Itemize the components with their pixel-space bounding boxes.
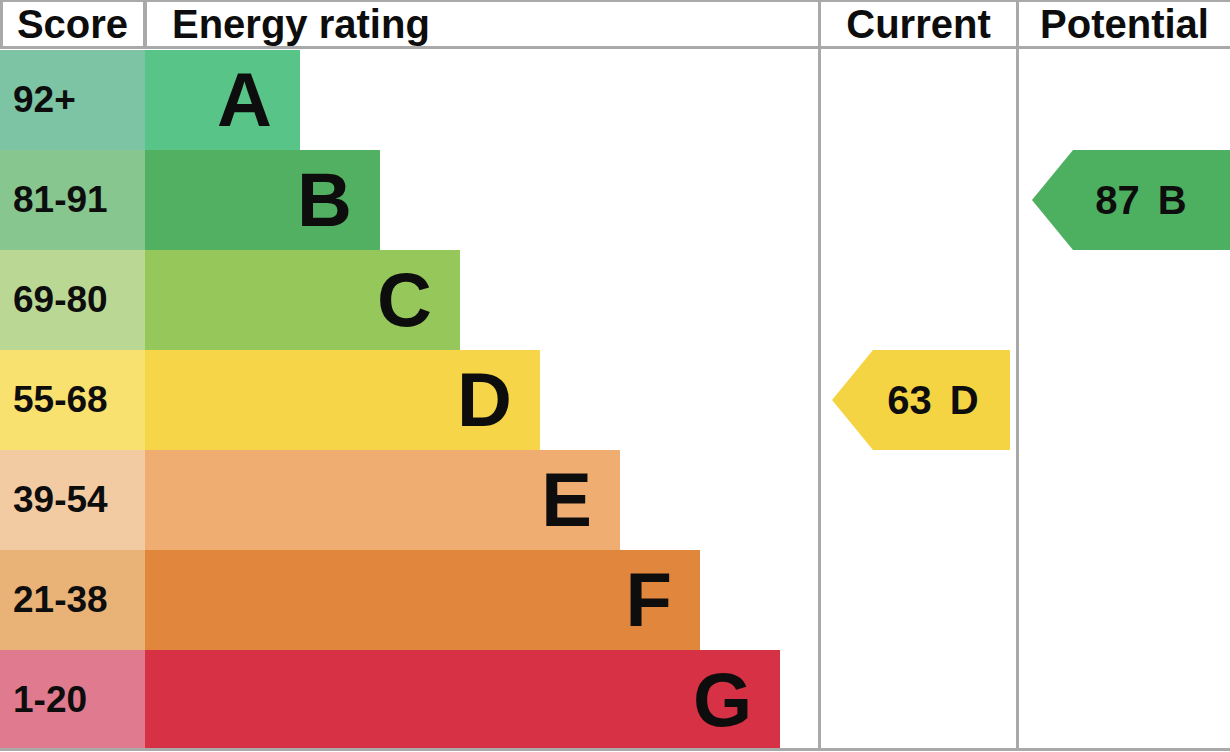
potential-column-divider [1016, 0, 1019, 751]
score-range-label: 39-54 [13, 479, 108, 521]
band-row-f: 21-38 F [0, 550, 820, 650]
header-left-border [0, 0, 3, 49]
score-range-cell-c: 69-80 [0, 250, 145, 350]
header-current: Current [821, 0, 1016, 49]
band-bar-b: B [145, 150, 380, 250]
band-row-c: 69-80 C [0, 250, 820, 350]
band-bar-g: G [145, 650, 780, 750]
header-score: Score [0, 0, 145, 49]
current-rating-arrow: 63 D [832, 350, 1010, 450]
epc-rating-chart: Score Energy rating Current Potential 92… [0, 0, 1230, 752]
score-range-cell-f: 21-38 [0, 550, 145, 650]
band-letter: A [217, 50, 272, 150]
band-letter: E [541, 450, 592, 550]
bottom-border [0, 748, 1230, 751]
score-range-cell-b: 81-91 [0, 150, 145, 250]
band-row-d: 55-68 D [0, 350, 820, 450]
band-bar-d: D [145, 350, 540, 450]
top-border [0, 0, 1230, 2]
score-range-cell-d: 55-68 [0, 350, 145, 450]
score-column-divider [143, 0, 147, 49]
potential-score-value: 87 [1095, 178, 1140, 223]
potential-rating-arrow: 87 B [1032, 150, 1230, 250]
current-score-value: 63 [887, 378, 932, 423]
band-bar-e: E [145, 450, 620, 550]
current-band-letter: D [950, 378, 979, 423]
header-potential: Potential [1019, 0, 1230, 49]
score-range-cell-g: 1-20 [0, 650, 145, 750]
score-range-label: 21-38 [13, 579, 108, 621]
band-bar-f: F [145, 550, 700, 650]
score-range-label: 81-91 [13, 179, 108, 221]
header-current-label: Current [846, 2, 990, 47]
header-energy-rating: Energy rating [148, 0, 842, 49]
band-row-a: 92+ A [0, 50, 820, 150]
potential-band-letter: B [1158, 178, 1187, 223]
band-letter: C [377, 250, 432, 350]
band-bar-c: C [145, 250, 460, 350]
current-column-divider [818, 0, 821, 751]
score-range-cell-e: 39-54 [0, 450, 145, 550]
score-range-label: 55-68 [13, 379, 108, 421]
band-letter: D [457, 350, 512, 450]
score-range-label: 1-20 [13, 679, 87, 721]
header-energy-rating-label: Energy rating [172, 2, 430, 47]
header-score-label: Score [17, 2, 128, 47]
header-bottom-border [0, 46, 1230, 49]
score-range-label: 69-80 [13, 279, 108, 321]
score-range-cell-a: 92+ [0, 50, 145, 150]
band-letter: F [626, 550, 672, 650]
band-letter: B [297, 150, 352, 250]
band-row-g: 1-20 G [0, 650, 820, 750]
score-range-label: 92+ [13, 79, 76, 121]
band-row-e: 39-54 E [0, 450, 820, 550]
band-row-b: 81-91 B [0, 150, 820, 250]
band-bar-a: A [145, 50, 300, 150]
header-potential-label: Potential [1040, 2, 1209, 47]
band-letter: G [693, 650, 752, 750]
